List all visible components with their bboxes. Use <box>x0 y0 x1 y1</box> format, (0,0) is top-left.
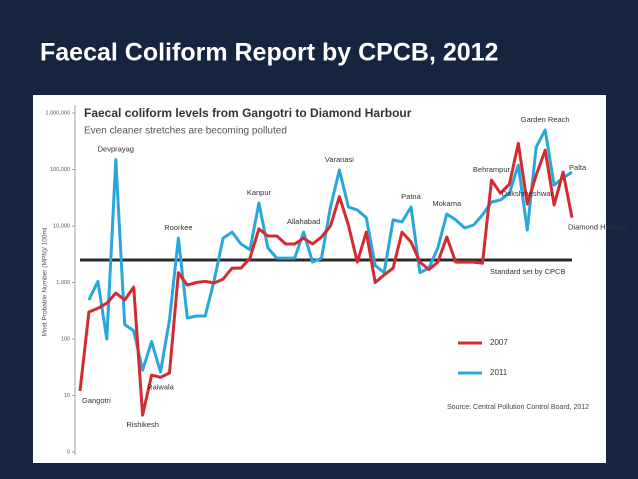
chart-title: Faecal coliform levels from Gangotri to … <box>84 106 412 120</box>
location-label: Roorkee <box>164 223 192 232</box>
location-label: Mokama <box>432 199 462 208</box>
location-label: Gangotri <box>82 396 111 405</box>
legend-label: 2011 <box>490 368 508 377</box>
location-label: Rishikesh <box>126 420 159 429</box>
location-label: Dakshineshwar <box>502 189 554 198</box>
y-tick-label: 100,000 <box>50 167 70 173</box>
y-axis-label: Most Probable Number (MPN)/ 100ml <box>42 227 49 336</box>
location-label: Garden Reach <box>521 115 570 124</box>
location-label: Devprayag <box>98 145 134 154</box>
y-tick-label: 10 <box>64 393 70 399</box>
source-note: Source: Central Pollution Control Board,… <box>447 404 589 411</box>
y-tick-label: 10,000 <box>53 223 70 229</box>
slide-title: Faecal Coliform Report by CPCB, 2012 <box>40 39 498 67</box>
location-label: Patna <box>401 192 421 201</box>
series-line <box>87 128 573 374</box>
y-tick-label: 100 <box>61 336 70 342</box>
location-label: Diamond Harbour <box>568 223 628 232</box>
location-label: Kanpur <box>247 188 272 197</box>
location-label: Varanasi <box>325 155 354 164</box>
y-tick-label: 1,000 <box>56 280 70 286</box>
reference-label: Standard set by CPCB <box>490 267 565 276</box>
chart-panel <box>33 95 606 463</box>
y-tick-label: 0 <box>67 449 70 455</box>
series-line <box>78 141 574 417</box>
location-label: Behrampur <box>473 165 511 174</box>
y-tick-label: 1,000,000 <box>46 110 70 116</box>
legend-label: 2007 <box>490 338 508 347</box>
location-label: Allahabad <box>287 217 320 226</box>
chart-subtitle: Even cleaner stretches are becoming poll… <box>84 126 287 137</box>
location-label: Raiwala <box>147 382 175 391</box>
location-label: Palta <box>569 163 587 172</box>
